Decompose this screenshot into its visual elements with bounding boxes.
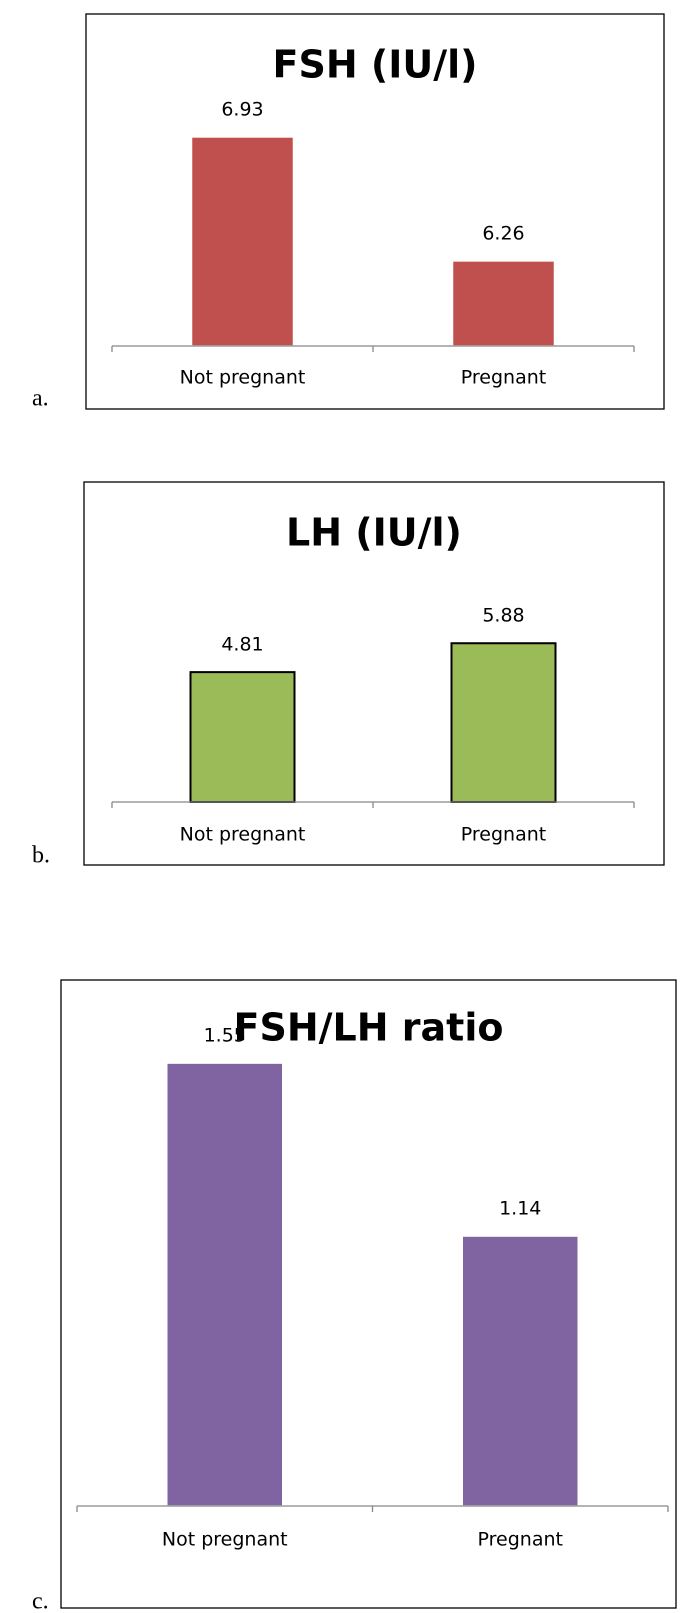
chart-frame [83,481,665,866]
value-label: 6.93 [221,98,263,120]
panel-label: b. [32,843,50,869]
bar [166,1062,284,1507]
chart-frame [60,979,677,1609]
bar [189,671,296,803]
x-tick-label: Pregnant [461,824,546,846]
panel-label: c. [32,1589,49,1613]
bar [450,642,557,803]
panel-label: a. [32,386,49,412]
chart-title: FSH/LH ratio [234,1006,504,1050]
x-tick-label: Not pregnant [162,1529,288,1551]
bar [461,1235,579,1507]
x-tick-label: Not pregnant [180,367,306,389]
chart-title: LH (IU/l) [286,511,462,555]
bar [190,136,295,347]
x-tick-label: Not pregnant [180,824,306,846]
value-label: 1.55 [204,1025,246,1047]
chart-title: FSH (IU/l) [273,43,478,87]
value-label: 5.88 [482,605,524,627]
value-label: 1.14 [499,1198,541,1220]
x-tick-label: Pregnant [478,1529,563,1551]
chart-frame [85,13,665,410]
bar [451,260,556,347]
value-label: 6.26 [482,222,524,244]
x-tick-label: Pregnant [461,367,546,389]
value-label: 4.81 [221,634,263,656]
